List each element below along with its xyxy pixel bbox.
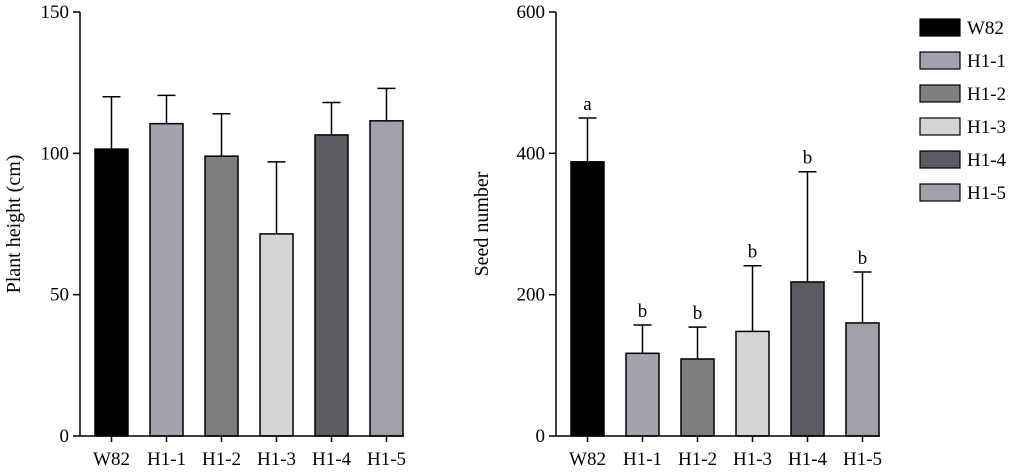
y-tick-label: 150 xyxy=(41,2,70,23)
x-tick-label: H1-1 xyxy=(147,449,186,470)
x-tick-label: H1-1 xyxy=(623,449,662,470)
x-tick-label: H1-4 xyxy=(788,449,828,470)
x-tick-label: H1-5 xyxy=(367,449,406,470)
legend-swatch xyxy=(919,150,961,169)
x-tick-label: H1-2 xyxy=(678,449,717,470)
x-tick-label: H1-3 xyxy=(257,449,296,470)
significance-label: b xyxy=(858,248,868,269)
y-tick-label: 0 xyxy=(536,426,546,447)
significance-label: b xyxy=(748,242,758,263)
bar-h1-5 xyxy=(845,322,880,437)
legend-label: W82 xyxy=(967,18,1004,39)
significance-label: b xyxy=(803,148,813,169)
y-tick-label: 600 xyxy=(517,2,546,23)
legend-swatch xyxy=(919,183,961,202)
bar-h1-3 xyxy=(259,233,294,437)
x-tick-label: W82 xyxy=(93,449,130,470)
plant-height-chart: W82 H1-1 H1-2 H1-3 H1-4 H1-5 0 50 100 150 Plant he… xyxy=(3,2,406,470)
y-axis-title: Plant height (cm) xyxy=(3,155,25,294)
legend: W82 H1-1 H1-2 H1-3 H1-4 H1-5 xyxy=(919,18,1007,204)
legend-swatch xyxy=(919,117,961,136)
significance-label: a xyxy=(583,94,592,115)
y-tick-label: 50 xyxy=(50,285,69,306)
legend-label: H1-4 xyxy=(967,150,1007,171)
x-tick-label: H1-5 xyxy=(843,449,882,470)
y-tick-label: 400 xyxy=(517,143,546,164)
significance-label: b xyxy=(638,301,648,322)
legend-swatch xyxy=(919,18,961,37)
y-tick-label: 100 xyxy=(41,143,70,164)
seed-number-chart: a W82 b H1-1 b H1-2 b H1-3 b H1-4 b H1-5 0 200 400 600 S… xyxy=(471,2,882,470)
bar-w82 xyxy=(94,148,129,437)
x-tick-label: H1-2 xyxy=(202,449,241,470)
bar-h1-1 xyxy=(149,122,184,437)
legend-label: H1-1 xyxy=(967,51,1006,72)
y-axis-title: Seed number xyxy=(471,171,493,276)
legend-swatch xyxy=(919,84,961,103)
bar-h1-3 xyxy=(735,330,770,437)
bar-h1-5 xyxy=(369,120,404,437)
legend-label: H1-3 xyxy=(967,117,1006,138)
y-tick-label: 0 xyxy=(60,426,70,447)
bar-w82 xyxy=(570,161,605,437)
x-tick-label: H1-3 xyxy=(733,449,772,470)
y-tick-label: 200 xyxy=(517,285,546,306)
bar-h1-2 xyxy=(680,358,715,437)
x-tick-label: W82 xyxy=(569,449,606,470)
bar-h1-1 xyxy=(625,352,660,437)
bar-h1-4 xyxy=(790,281,825,437)
significance-label: b xyxy=(693,303,703,324)
legend-label: H1-5 xyxy=(967,183,1006,204)
legend-label: H1-2 xyxy=(967,84,1006,105)
bar-h1-4 xyxy=(314,134,349,437)
legend-swatch xyxy=(919,51,961,70)
x-tick-label: H1-4 xyxy=(312,449,352,470)
bar-h1-2 xyxy=(204,155,239,437)
